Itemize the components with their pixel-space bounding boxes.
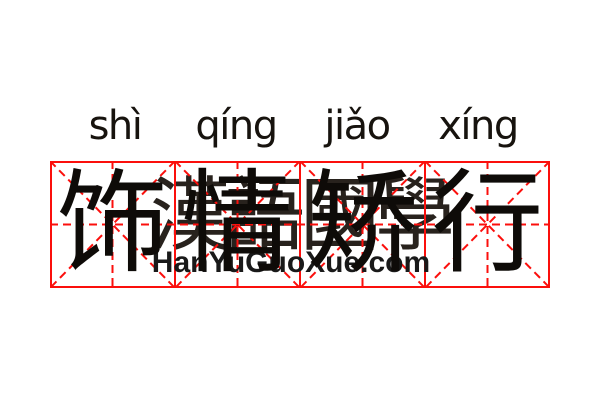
watermark-url-text: HanYuGuoXue.com: [151, 246, 431, 279]
hanzi-character: 矫: [306, 159, 419, 289]
hanzi-character: 情: [181, 159, 294, 289]
hanzi-character: 行: [431, 159, 544, 289]
watermark-cjk-text: 漢語國學: [150, 169, 455, 262]
grid-lines: [50, 161, 550, 288]
pinyin-syllable: shì: [88, 103, 143, 149]
pinyin-syllable: xíng: [438, 103, 519, 149]
hanzi-character: 饰: [56, 159, 169, 289]
pinyin-syllable: qíng: [195, 103, 278, 149]
pinyin-syllable: jiǎo: [324, 103, 391, 149]
practice-grid: [50, 161, 550, 288]
